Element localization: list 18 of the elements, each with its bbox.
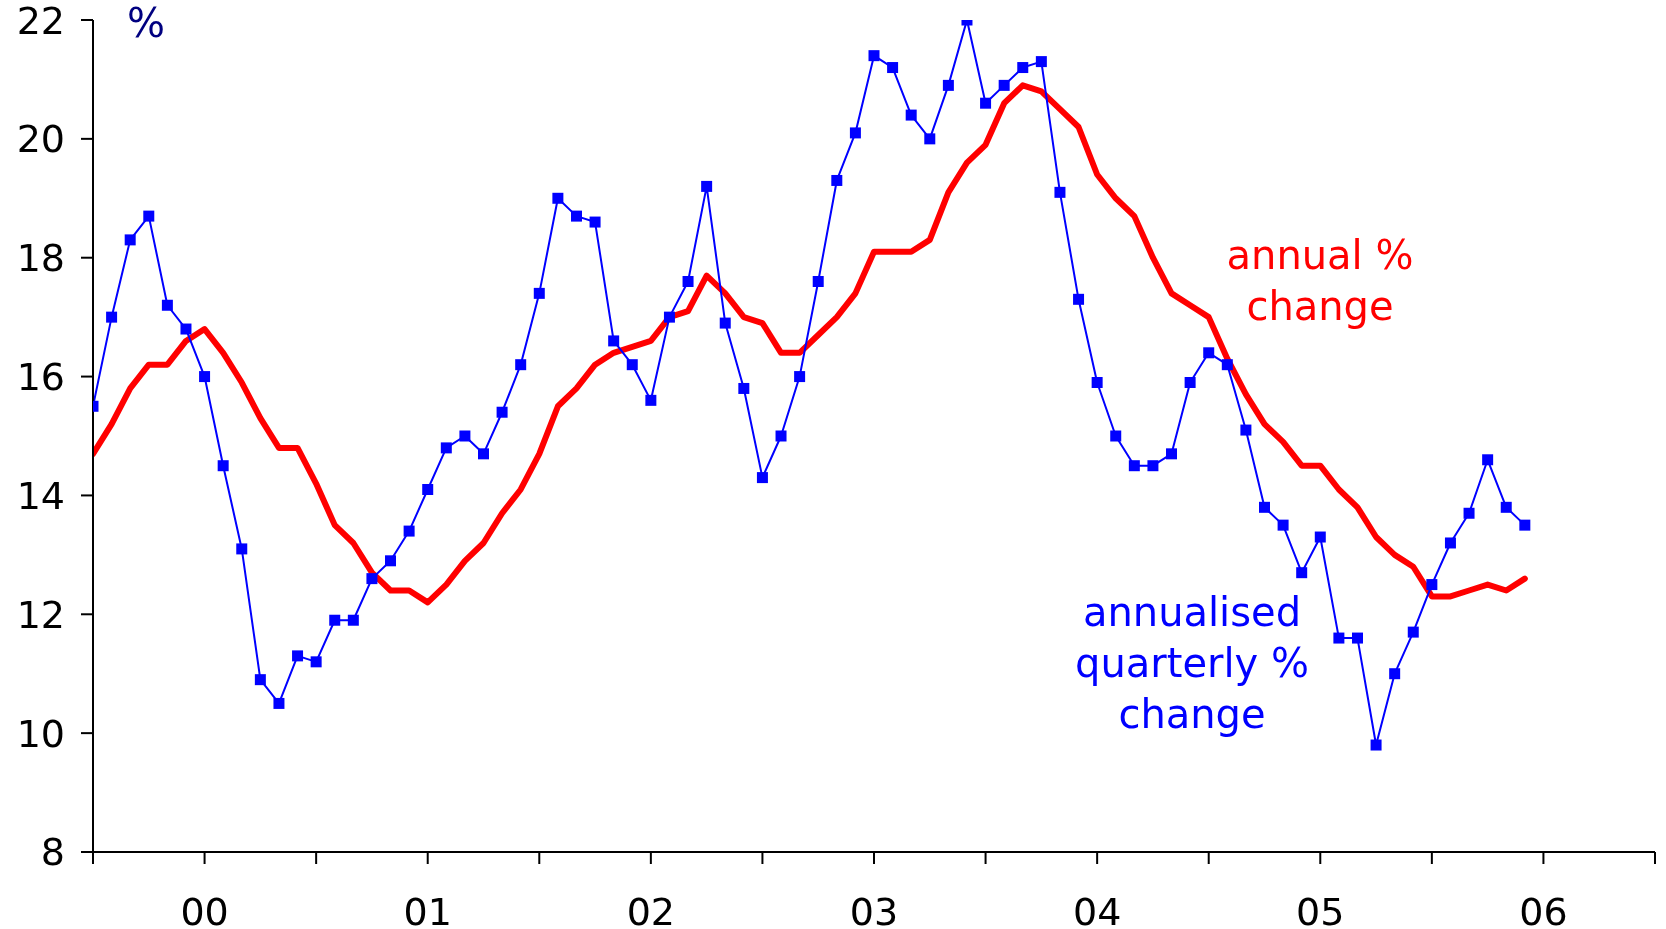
y-tick-label: 16 xyxy=(16,355,65,400)
x-tick-label: 06 xyxy=(1519,889,1568,929)
y-tick-label: 18 xyxy=(16,236,65,281)
y-axis-title: % xyxy=(127,0,166,46)
y-tick-label: 8 xyxy=(40,830,65,875)
x-tick-label: 04 xyxy=(1072,889,1122,929)
x-tick-label: 01 xyxy=(403,889,452,929)
series-label: annualised quarterly % change xyxy=(1074,587,1310,739)
x-tick-label: 03 xyxy=(849,889,899,929)
x-tick-label: 02 xyxy=(626,889,676,929)
series-label: annual % change xyxy=(1225,230,1415,331)
y-tick-label: 12 xyxy=(16,592,65,637)
y-tick-label: 22 xyxy=(16,0,65,43)
x-tick-label: 05 xyxy=(1296,889,1345,929)
y-tick-label: 20 xyxy=(16,117,65,162)
y-tick-label: 10 xyxy=(16,711,65,756)
y-tick-label: 14 xyxy=(16,473,65,518)
x-tick-label: 00 xyxy=(180,889,229,929)
